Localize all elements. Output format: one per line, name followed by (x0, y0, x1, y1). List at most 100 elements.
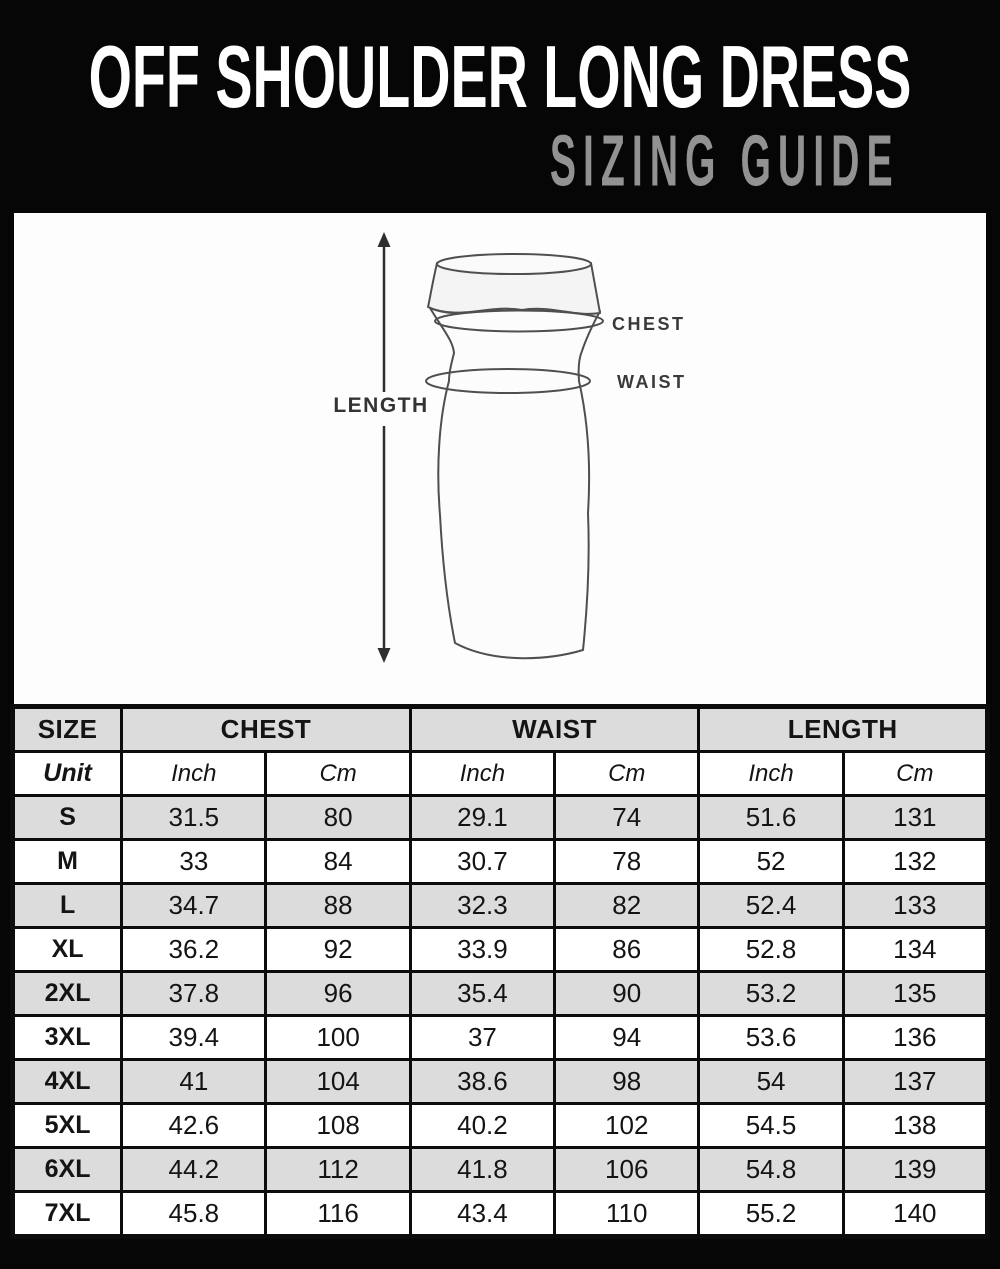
measurement-cell: 131 (841, 794, 990, 841)
measurement-cell: 51.6 (697, 794, 845, 841)
measurement-cell: 33.9 (408, 926, 557, 973)
table-wrap: SIZE CHEST WAIST LENGTH Unit Inch Cm Inc… (10, 704, 990, 1239)
dress-diagram: LENGTH CHEST WAIST (333, 232, 687, 663)
chest-label: CHEST (612, 314, 686, 334)
measurement-cell: 29.1 (408, 794, 557, 841)
size-label: 4XL (10, 1058, 124, 1105)
measurement-cell: 52 (697, 838, 845, 885)
measurement-cell: 43.4 (408, 1190, 557, 1238)
measurement-cell: 82 (553, 882, 701, 929)
size-label: 2XL (10, 970, 124, 1017)
measurement-cell: 92 (264, 926, 412, 973)
measurement-cell: 78 (553, 838, 701, 885)
measurement-cell: 84 (264, 838, 412, 885)
table-row: 2XL 37.8 96 35.4 90 53.2 135 (10, 970, 990, 1017)
unit-cell: Cm (841, 750, 990, 797)
measurement-cell: 88 (264, 882, 412, 929)
measurement-cell: 30.7 (408, 838, 557, 885)
measurement-cell: 86 (553, 926, 701, 973)
measurement-cell: 96 (264, 970, 412, 1017)
table-row: 4XL 41 104 38.6 98 54 137 (10, 1058, 990, 1105)
table-row: M 33 84 30.7 78 52 132 (10, 838, 990, 885)
unit-cell: Cm (264, 750, 412, 797)
measurement-cell: 53.6 (697, 1014, 845, 1061)
table-row: L 34.7 88 32.3 82 52.4 133 (10, 882, 990, 929)
measurement-cell: 35.4 (408, 970, 557, 1017)
measurement-cell: 134 (841, 926, 990, 973)
col-header-length: LENGTH (697, 705, 989, 753)
measurement-cell: 102 (553, 1102, 701, 1149)
measurement-cell: 52.4 (697, 882, 845, 929)
length-arrow (377, 232, 391, 663)
measurement-cell: 55.2 (697, 1190, 845, 1238)
measurement-cell: 112 (264, 1146, 412, 1193)
page-title: OFF SHOULDER LONG DRESS (88, 27, 912, 127)
unit-cell: Inch (697, 750, 845, 797)
measurement-cell: 90 (553, 970, 701, 1017)
unit-row: Unit Inch Cm Inch Cm Inch Cm (10, 750, 990, 797)
unit-cell: Inch (408, 750, 557, 797)
measurement-cell: 132 (841, 838, 990, 885)
size-label: 5XL (10, 1102, 124, 1149)
dress-body-outline (429, 307, 601, 660)
measurement-cell: 133 (841, 882, 990, 929)
sizing-table: SIZE CHEST WAIST LENGTH Unit Inch Cm Inc… (10, 704, 990, 1239)
measurement-cell: 80 (264, 794, 412, 841)
table-row: 5XL 42.6 108 40.2 102 54.5 138 (10, 1102, 990, 1149)
measurement-cell: 74 (553, 794, 701, 841)
measurement-cell: 33 (120, 838, 268, 885)
unit-row-label: Unit (10, 750, 124, 797)
measurement-cell: 39.4 (120, 1014, 268, 1061)
size-label: XL (10, 926, 124, 973)
col-header-waist: WAIST (408, 705, 701, 753)
size-label: 7XL (10, 1190, 124, 1238)
measurement-cell: 140 (841, 1190, 990, 1238)
col-header-chest: CHEST (120, 705, 412, 753)
measurement-cell: 34.7 (120, 882, 268, 929)
size-label: 6XL (10, 1146, 124, 1193)
measurement-cell: 52.8 (697, 926, 845, 973)
waist-label: WAIST (617, 372, 687, 392)
measurement-cell: 110 (553, 1190, 701, 1238)
measurement-cell: 137 (841, 1058, 990, 1105)
size-label: 3XL (10, 1014, 124, 1061)
measurement-cell: 136 (841, 1014, 990, 1061)
unit-cell: Cm (553, 750, 701, 797)
measurement-cell: 100 (264, 1014, 412, 1061)
measurement-cell: 135 (841, 970, 990, 1017)
measurement-cell: 37 (408, 1014, 557, 1061)
length-label: LENGTH (333, 394, 428, 417)
measurement-cell: 40.2 (408, 1102, 557, 1149)
measurement-cell: 45.8 (120, 1190, 268, 1238)
measurement-cell: 98 (553, 1058, 701, 1105)
col-header-size: SIZE (10, 705, 124, 753)
measurement-cell: 54.5 (697, 1102, 845, 1149)
measurement-cell: 108 (264, 1102, 412, 1149)
measurement-cell: 41 (120, 1058, 268, 1105)
measurement-cell: 138 (841, 1102, 990, 1149)
measurement-cell: 32.3 (408, 882, 557, 929)
table-row: 6XL 44.2 112 41.8 106 54.8 139 (10, 1146, 990, 1193)
measurement-cell: 36.2 (120, 926, 268, 973)
measurement-cell: 139 (841, 1146, 990, 1193)
size-label: S (10, 794, 124, 841)
table-row: S 31.5 80 29.1 74 51.6 131 (10, 794, 990, 841)
page-subtitle: SIZING GUIDE (550, 119, 900, 202)
measurement-cell: 53.2 (697, 970, 845, 1017)
measurement-cell: 42.6 (120, 1102, 268, 1149)
measurement-cell: 31.5 (120, 794, 268, 841)
header: OFF SHOULDER LONG DRESS SIZING GUIDE (0, 0, 1000, 213)
size-label: L (10, 882, 124, 929)
measurement-cell: 106 (553, 1146, 701, 1193)
table-row: XL 36.2 92 33.9 86 52.8 134 (10, 926, 990, 973)
chest-measure-ellipse (434, 309, 604, 333)
table-row: 3XL 39.4 100 37 94 53.6 136 (10, 1014, 990, 1061)
measurement-cell: 104 (264, 1058, 412, 1105)
measurement-cell: 37.8 (120, 970, 268, 1017)
neckline-opening (436, 253, 592, 275)
table-row: 7XL 45.8 116 43.4 110 55.2 140 (10, 1190, 990, 1238)
measurement-cell: 41.8 (408, 1146, 557, 1193)
waist-measure-ellipse (425, 368, 591, 394)
measurement-cell: 94 (553, 1014, 701, 1061)
